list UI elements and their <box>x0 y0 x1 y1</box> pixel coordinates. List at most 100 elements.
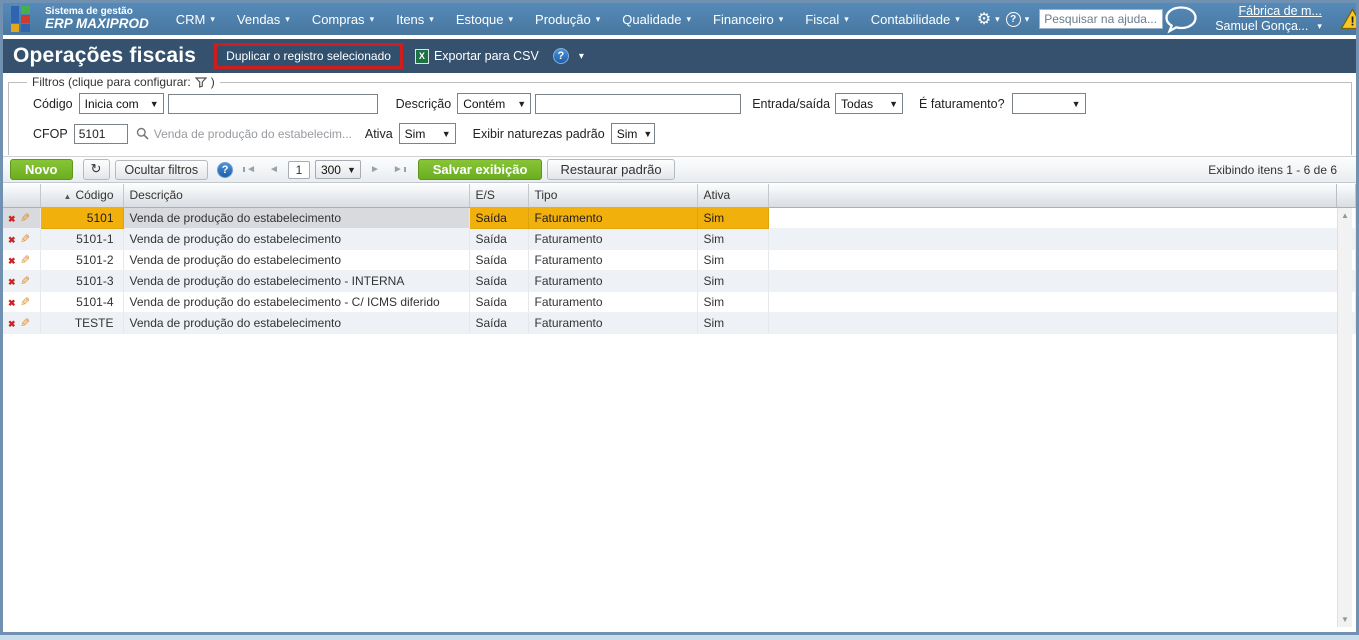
help-menu[interactable]: ? ▾ <box>1005 11 1029 27</box>
chevron-down-icon[interactable]: ▾ <box>578 50 584 62</box>
prev-page-icon: ◄ <box>269 164 279 175</box>
table-row[interactable]: ✖ ✎ 5101-1 Venda de produção do estabelecim… <box>3 228 1356 250</box>
codigo-column-header[interactable]: ▲ Código <box>40 184 124 208</box>
edit-row-icon[interactable]: ✎ <box>19 210 30 225</box>
page-title: Operações fiscais <box>13 44 197 67</box>
descricao-column-header[interactable]: Descrição <box>123 184 470 208</box>
filters-legend-text: Filtros (clique para configurar: <box>32 75 191 89</box>
chevron-down-icon: ▾ <box>995 13 1000 24</box>
prev-page-button[interactable]: ◄ <box>265 164 283 175</box>
settings-menu[interactable]: ⚙ ▾ <box>977 9 1000 29</box>
row-actions-cell: ✖ ✎ <box>3 207 41 229</box>
edit-row-icon[interactable]: ✎ <box>19 273 30 288</box>
edit-row-icon[interactable]: ✎ <box>19 315 30 330</box>
menu-label: CRM <box>175 11 206 27</box>
delete-row-icon[interactable]: ✖ <box>8 234 16 245</box>
save-view-button[interactable]: Salvar exibição <box>417 159 543 180</box>
warning-icon: ! <box>1340 8 1356 30</box>
duplicate-record-button[interactable]: Duplicar o registro selecionado <box>214 43 403 69</box>
cell-descricao: Venda de produção do estabelecimento <box>123 228 470 250</box>
delete-row-icon[interactable]: ✖ <box>8 213 16 224</box>
restore-default-button[interactable]: Restaurar padrão <box>547 159 675 180</box>
user-menu[interactable]: Samuel Gonça... ▾ <box>1215 19 1322 34</box>
cell-descricao: Venda de produção do estabelecimento <box>123 249 470 271</box>
delete-row-icon[interactable]: ✖ <box>8 297 16 308</box>
naturezas-select[interactable]: Sim ▼ <box>610 123 655 144</box>
menu-compras[interactable]: Compras ▾ <box>301 12 385 27</box>
menu-label: Compras <box>311 11 365 27</box>
topbar: Sistema de gestão ERP MAXIPROD CRM ▾ Venda… <box>3 3 1356 37</box>
cell-codigo: 5101-2 <box>40 249 124 271</box>
page-help-button[interactable]: ? <box>552 48 569 64</box>
first-page-button[interactable]: ◄ <box>242 164 260 175</box>
descricao-operator-value: Contém <box>463 96 506 111</box>
last-page-button[interactable]: ► <box>389 164 407 175</box>
cell-ativa: Sim <box>697 249 769 271</box>
table-row[interactable]: ✖ ✎ 5101 Venda de produção do estabelecimen… <box>3 207 1356 229</box>
chevron-down-icon: ▼ <box>149 98 159 109</box>
tipo-column-header[interactable]: Tipo <box>528 184 698 208</box>
edit-row-icon[interactable]: ✎ <box>19 294 30 309</box>
chat-button[interactable] <box>1163 5 1199 34</box>
header-divider <box>1336 184 1337 207</box>
codigo-operator-select[interactable]: Inicia com ▼ <box>78 93 164 114</box>
hide-filters-button[interactable]: Ocultar filtros <box>114 159 209 180</box>
faturamento-select[interactable]: ▼ <box>1011 93 1086 114</box>
cell-descricao: Venda de produção do estabelecimento <box>123 312 470 334</box>
scroll-down-icon[interactable]: ▼ <box>1341 615 1349 624</box>
page-number-input[interactable] <box>287 160 310 179</box>
grid-help-button[interactable]: ? <box>217 161 234 178</box>
chevron-down-icon: ▾ <box>955 13 960 24</box>
entrada-saida-select[interactable]: Todas ▼ <box>835 93 904 114</box>
menu-estoque[interactable]: Estoque ▾ <box>445 12 524 27</box>
cell-filler <box>768 207 1356 229</box>
descricao-label: Descrição <box>395 96 452 111</box>
cell-tipo: Faturamento <box>528 312 698 334</box>
cell-descricao: Venda de produção do estabelecimento - I… <box>123 270 470 292</box>
cfop-input[interactable] <box>73 123 128 144</box>
menu-producao[interactable]: Produção ▾ <box>524 12 611 27</box>
company-link[interactable]: Fábrica de m... <box>1238 4 1322 18</box>
table-row[interactable]: ✖ ✎ 5101-3 Venda de produção do estabelecim… <box>3 270 1356 292</box>
chevron-down-icon: ▼ <box>889 98 899 109</box>
scroll-up-icon[interactable]: ▲ <box>1341 211 1349 220</box>
menu-itens[interactable]: Itens ▾ <box>385 12 445 27</box>
menu-financeiro[interactable]: Financeiro ▾ <box>702 12 794 27</box>
filters-legend[interactable]: Filtros (clique para configurar: ) <box>27 75 220 89</box>
delete-row-icon[interactable]: ✖ <box>8 255 16 266</box>
main-menu: CRM ▾ Vendas ▾ Compras ▾ Itens ▾ Estoque ▾ Produçã… <box>165 12 971 27</box>
export-csv-button[interactable]: Exportar para CSV <box>433 49 539 63</box>
cell-tipo: Faturamento <box>528 207 698 229</box>
next-page-button[interactable]: ► <box>366 164 384 175</box>
ativa-select[interactable]: Sim ▼ <box>398 123 456 144</box>
menu-contabilidade[interactable]: Contabilidade ▾ <box>860 12 971 27</box>
codigo-filter-input[interactable] <box>167 93 378 114</box>
help-search-input[interactable] <box>1039 9 1164 29</box>
search-icon[interactable] <box>136 127 149 140</box>
ativa-column-header[interactable]: Ativa <box>697 184 769 208</box>
chevron-down-icon: ▼ <box>441 128 451 139</box>
page-size-select[interactable]: 300 ▼ <box>314 160 361 179</box>
row-actions-cell: ✖ ✎ <box>3 291 41 313</box>
menu-qualidade[interactable]: Qualidade ▾ <box>611 12 702 27</box>
edit-row-icon[interactable]: ✎ <box>19 231 30 246</box>
descricao-filter-input[interactable] <box>535 93 742 114</box>
naturezas-label: Exibir naturezas padrão <box>472 126 605 141</box>
es-column-header[interactable]: E/S <box>469 184 529 208</box>
menu-crm[interactable]: CRM ▾ <box>165 12 226 27</box>
menu-vendas[interactable]: Vendas ▾ <box>226 12 301 27</box>
delete-row-icon[interactable]: ✖ <box>8 318 16 329</box>
table-row[interactable]: ✖ ✎ 5101-2 Venda de produção do estabelecim… <box>3 249 1356 271</box>
menu-fiscal[interactable]: Fiscal ▾ <box>794 12 859 27</box>
table-row[interactable]: ✖ ✎ TESTE Venda de produção do estabelecime… <box>3 312 1356 334</box>
refresh-button[interactable]: ↻ <box>82 159 110 180</box>
alerts-button[interactable]: ! <box>1340 8 1356 30</box>
delete-row-icon[interactable]: ✖ <box>8 276 16 287</box>
vertical-scrollbar[interactable]: ▲ ▼ <box>1337 208 1352 627</box>
cell-filler <box>768 270 1356 292</box>
descricao-operator-select[interactable]: Contém ▼ <box>457 93 532 114</box>
table-row[interactable]: ✖ ✎ 5101-4 Venda de produção do estabelecim… <box>3 291 1356 313</box>
new-button[interactable]: Novo <box>10 159 73 180</box>
row-actions-cell: ✖ ✎ <box>3 228 41 250</box>
edit-row-icon[interactable]: ✎ <box>19 252 30 267</box>
